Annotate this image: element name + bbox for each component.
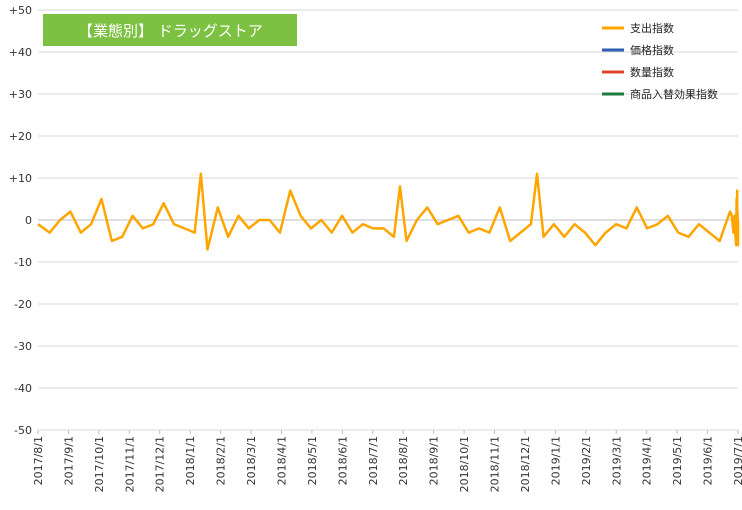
y-tick-label: -40 bbox=[14, 382, 32, 395]
x-tick-label: 2017/8/1 bbox=[32, 436, 45, 485]
x-tick-label: 2018/1/1 bbox=[184, 436, 197, 485]
y-tick-label: +20 bbox=[9, 130, 32, 143]
y-tick-label: -30 bbox=[14, 340, 32, 353]
y-tick-label: 0 bbox=[25, 214, 32, 227]
y-tick-label: +50 bbox=[9, 4, 32, 17]
x-tick-label: 2018/12/1 bbox=[519, 436, 532, 492]
x-tick-label: 2018/4/1 bbox=[275, 436, 288, 485]
x-tick-label: 2018/7/1 bbox=[367, 436, 380, 485]
x-tick-label: 2019/2/1 bbox=[580, 436, 593, 485]
y-tick-label: -20 bbox=[14, 298, 32, 311]
x-tick-label: 2018/8/1 bbox=[397, 436, 410, 485]
y-axis-ticks: +50 +40 +30 +20 +10 0 -10 -20 -30 -40 -50 bbox=[9, 4, 32, 437]
y-tick-label: +40 bbox=[9, 46, 32, 59]
series-layer bbox=[37, 172, 740, 251]
chart-title: 【業態別】 ドラッグストア bbox=[78, 22, 263, 40]
x-tick-label: 2018/10/1 bbox=[458, 436, 471, 492]
x-tick-label: 2019/4/1 bbox=[641, 436, 654, 485]
chart-title-box: 【業態別】 ドラッグストア bbox=[43, 14, 297, 46]
x-axis-ticks: 2017/8/1 2017/9/1 2017/10/1 2017/11/1 2017/1… bbox=[32, 430, 742, 492]
x-tick-label: 2019/7/1 bbox=[732, 436, 742, 485]
legend-label: 数量指数 bbox=[630, 65, 674, 79]
y-tick-label: -50 bbox=[14, 424, 32, 437]
x-tick-label: 2019/3/1 bbox=[610, 436, 623, 485]
x-tick-label: 2017/9/1 bbox=[62, 436, 75, 485]
x-tick-label: 2018/9/1 bbox=[428, 436, 441, 485]
x-tick-label: 2018/3/1 bbox=[245, 436, 258, 485]
x-tick-label: 2017/12/1 bbox=[154, 436, 167, 492]
x-tick-label: 2019/6/1 bbox=[702, 436, 715, 485]
x-tick-label: 2017/11/1 bbox=[123, 436, 136, 492]
legend-label: 支出指数 bbox=[630, 21, 674, 35]
y-tick-label: +10 bbox=[9, 172, 32, 185]
y-tick-label: -10 bbox=[14, 256, 32, 269]
y-tick-label: +30 bbox=[9, 88, 32, 101]
chart-title-background bbox=[43, 14, 297, 46]
x-tick-label: 2017/10/1 bbox=[93, 436, 106, 492]
series-line-0 bbox=[37, 172, 740, 251]
x-tick-label: 2019/1/1 bbox=[549, 436, 562, 485]
x-tick-label: 2018/11/1 bbox=[489, 436, 502, 492]
x-tick-label: 2018/6/1 bbox=[336, 436, 349, 485]
x-tick-label: 2018/5/1 bbox=[306, 436, 319, 485]
x-tick-label: 2018/2/1 bbox=[215, 436, 228, 485]
legend-label: 価格指数 bbox=[630, 43, 674, 57]
legend-label: 商品入替効果指数 bbox=[630, 87, 718, 101]
x-tick-label: 2019/5/1 bbox=[671, 436, 684, 485]
